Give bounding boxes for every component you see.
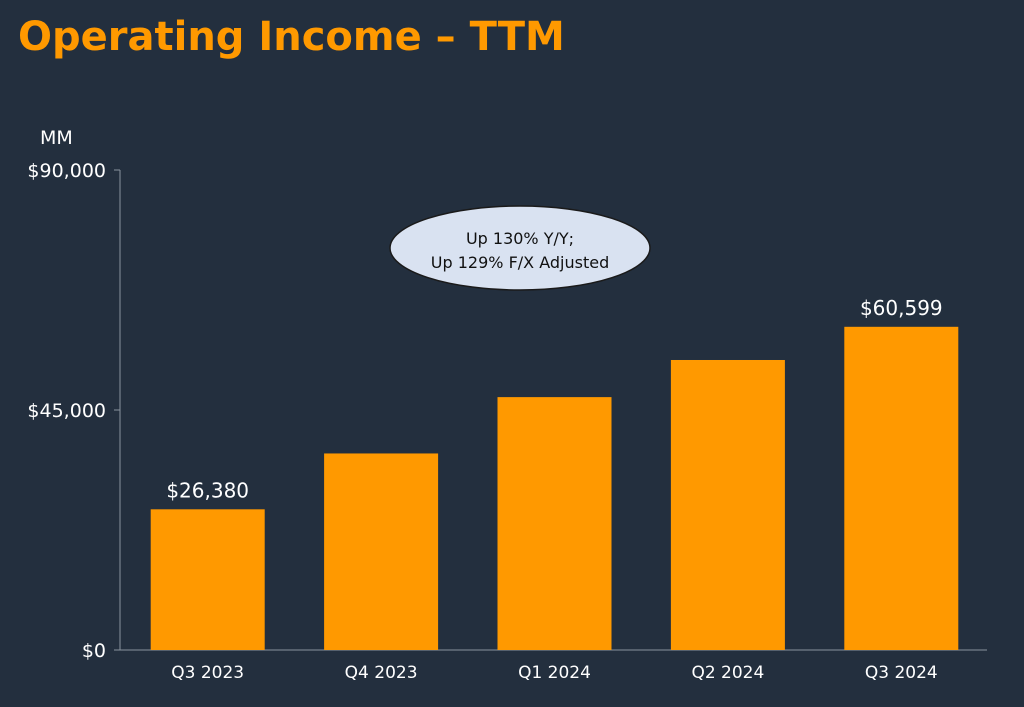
y-tick-label: $45,000: [27, 400, 106, 422]
y-tick-label: $90,000: [27, 160, 106, 182]
x-tick-label: Q4 2023: [345, 663, 418, 683]
bar-1: [324, 453, 439, 650]
x-tick-label: Q2 2024: [691, 663, 764, 683]
data-label: $26,380: [166, 478, 249, 502]
bar-0: [150, 509, 265, 650]
y-axis-label: MM: [40, 127, 73, 149]
x-tick-label: Q3 2024: [865, 663, 938, 683]
x-tick-label: Q3 2023: [171, 663, 244, 683]
y-tick-label: $0: [82, 640, 106, 662]
bar-3: [670, 359, 785, 650]
x-tick-label: Q1 2024: [518, 663, 591, 683]
bar-4: [844, 326, 959, 650]
annotation-text: Up 129% F/X Adjusted: [431, 253, 609, 272]
annotation-bubble: [389, 205, 651, 291]
annotation-text: Up 130% Y/Y;: [466, 229, 574, 248]
data-label: $60,599: [860, 296, 943, 320]
bar-2: [497, 397, 612, 650]
chart-title: Operating Income – TTM: [18, 14, 565, 60]
